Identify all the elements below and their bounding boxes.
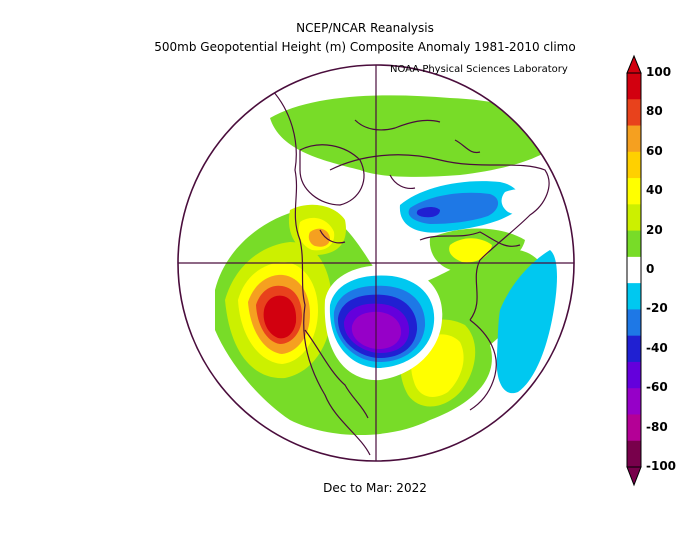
anomaly-region-pos20-north <box>270 95 560 177</box>
colorbar-tick-label: -80 <box>646 419 668 434</box>
colorbar-segment <box>627 73 641 100</box>
colorbar-tick-label: 80 <box>646 104 663 119</box>
colorbar-segment <box>627 283 641 310</box>
colorbar-tick-label: -40 <box>646 340 668 355</box>
period-label: Dec to Mar: 2022 <box>323 481 427 495</box>
anomaly-region-zero-north <box>501 189 540 215</box>
colorbar-tick-label: -60 <box>646 380 668 395</box>
coastline-central-america <box>304 329 369 419</box>
colorbar-segment <box>627 309 641 337</box>
colorbar-tick-label: 40 <box>646 183 663 198</box>
anomaly-region-neg40-north <box>416 207 440 218</box>
colorbar-segment <box>627 335 641 363</box>
coastlines <box>271 89 550 456</box>
colorbar-segment <box>627 204 641 232</box>
colorbar-tick-label: 20 <box>646 222 663 237</box>
anomaly-field <box>179 95 560 435</box>
coastline-greenland <box>299 144 365 206</box>
coastline-arctic-islands <box>319 139 481 244</box>
colorbar-tick-label: -20 <box>646 301 668 316</box>
colorbar-segments <box>627 73 641 468</box>
colorbar-segment <box>627 256 641 284</box>
colorbar-tick-label: -100 <box>646 459 677 473</box>
page-subtitle: 500mb Geopotential Height (m) Composite … <box>154 40 576 54</box>
map-boundary-circle <box>177 64 575 462</box>
colorbar-top-arrow <box>626 54 642 74</box>
coastline-eurasia <box>329 154 550 321</box>
colorbar-segment <box>627 178 641 205</box>
colorbar-tick-label: 60 <box>646 143 663 158</box>
anomaly-region-pos60-north <box>308 228 330 247</box>
coastline-africa <box>469 319 497 411</box>
anomaly-region-pos40-east <box>449 238 492 263</box>
colorbar-segment <box>627 361 641 389</box>
anomaly-region-pos100-west <box>263 295 297 339</box>
colorbar-outline <box>626 72 642 468</box>
coastline-north-america <box>271 89 371 456</box>
page-title: NCEP/NCAR Reanalysis <box>296 21 434 35</box>
colorbar-segment <box>627 151 641 179</box>
colorbar-segment <box>627 388 641 415</box>
coastline-asia-east <box>354 119 441 131</box>
colorbar-segment <box>627 230 641 258</box>
coastline-europe <box>419 231 521 247</box>
colorbar-segment <box>627 125 641 153</box>
colorbar-tick-label: 100 <box>646 65 672 79</box>
colorbar-segment <box>627 414 641 442</box>
colorbar-segment <box>627 99 641 127</box>
colorbar-segment <box>627 440 641 468</box>
anomaly-region-neg20-atlantic <box>496 250 557 394</box>
credit-label: NOAA Physical Sciences Laboratory <box>390 64 568 75</box>
colorbar-tick-label: 0 <box>646 262 655 276</box>
